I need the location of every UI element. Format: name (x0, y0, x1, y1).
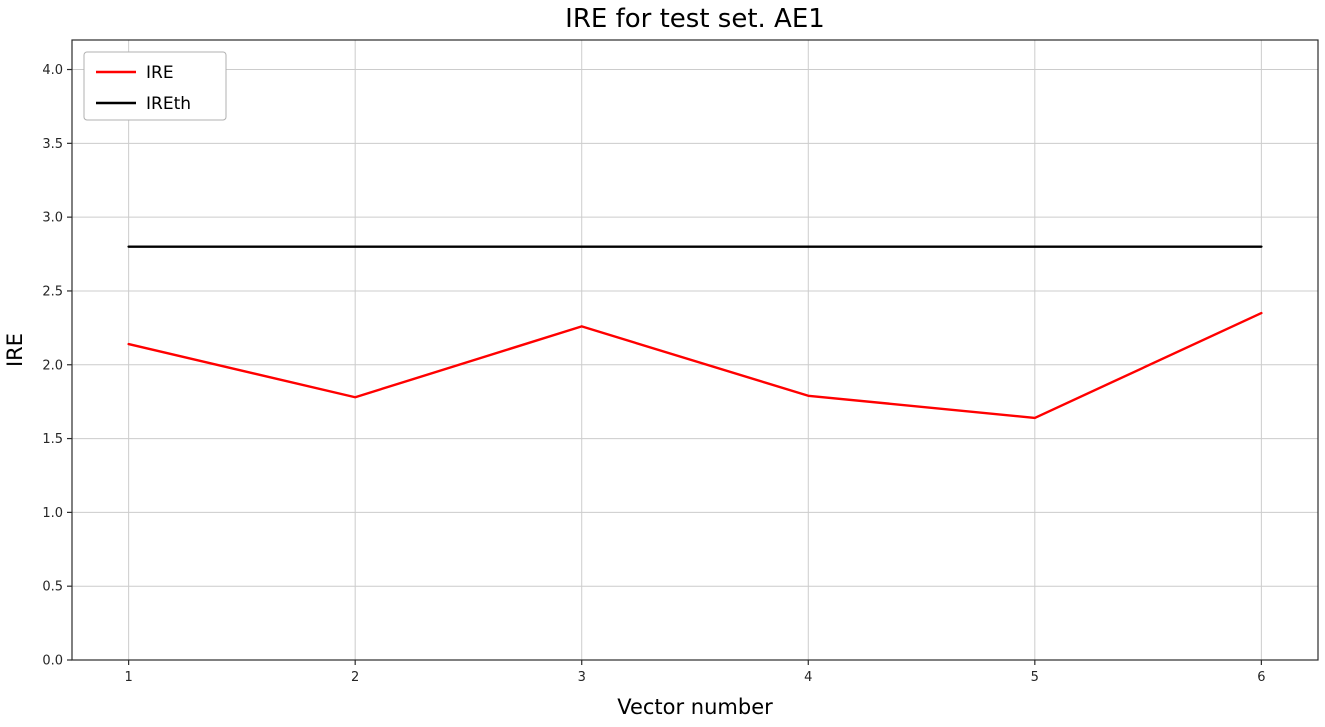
y-tick-label: 3.5 (42, 137, 63, 152)
series-layer (127, 245, 1263, 420)
x-tick-label: 2 (351, 670, 359, 685)
legend-label: IRE (146, 63, 174, 83)
y-axis-label: IRE (3, 333, 27, 367)
y-tick-label: 3.0 (42, 211, 63, 226)
legend-label: IREth (146, 94, 191, 114)
series-line-ire (127, 311, 1263, 420)
y-tick-label: 2.5 (42, 284, 63, 299)
y-tick-label: 4.0 (42, 63, 63, 78)
y-tick-label: 1.5 (42, 432, 63, 447)
x-tick-label: 6 (1257, 670, 1265, 685)
chart-title: IRE for test set. AE1 (565, 4, 825, 34)
x-tick-label: 1 (124, 670, 132, 685)
plot-border (71, 39, 1319, 661)
y-tick-label: 0.0 (42, 654, 63, 669)
legend: IRE IREth (83, 51, 227, 121)
grid-layer (72, 40, 1318, 661)
legend-item: IREth (96, 94, 191, 114)
x-tick-label: 4 (804, 670, 812, 685)
x-tick-label: 3 (578, 670, 586, 685)
x-axis-label: Vector number (617, 695, 773, 719)
x-tick-label: 5 (1031, 670, 1039, 685)
y-tick-label: 0.5 (42, 580, 63, 595)
legend-item: IRE (96, 63, 174, 83)
tick-layer: 0.0 0.5 1.0 1.5 2.0 2.5 3.0 3.5 4.0 1 2 3 4 5 6 (42, 63, 1265, 685)
y-tick-label: 1.0 (42, 506, 63, 521)
y-tick-label: 2.0 (42, 358, 63, 373)
